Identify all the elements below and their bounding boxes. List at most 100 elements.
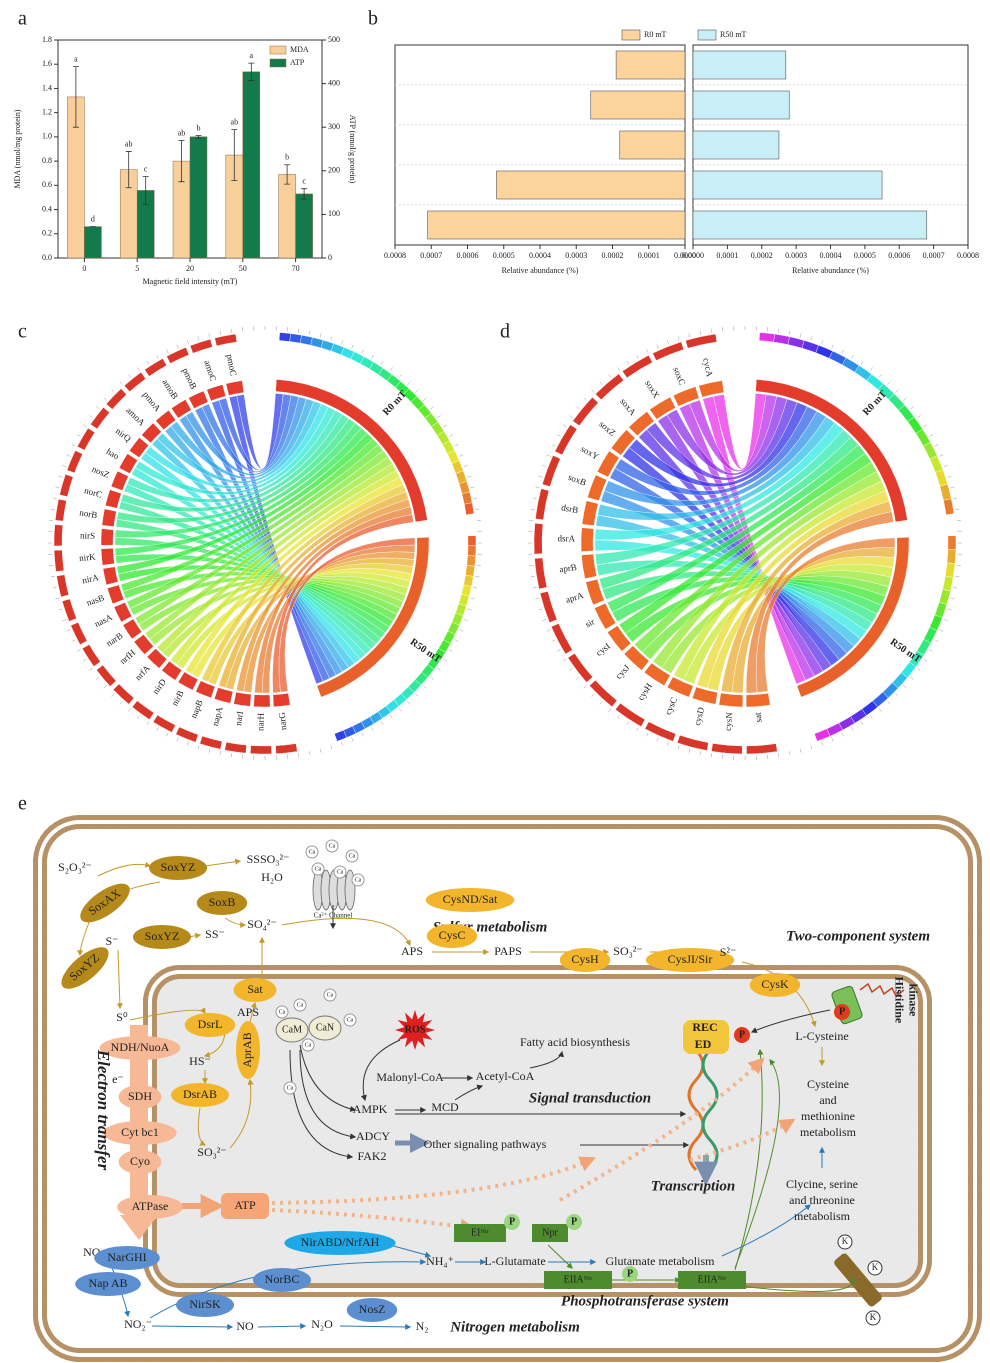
enzyme	[425, 888, 515, 912]
scale-tick	[821, 741, 823, 746]
bar	[427, 210, 686, 240]
scale-tick	[230, 328, 232, 333]
gene-label: sir	[584, 616, 597, 629]
scale-tick	[330, 745, 333, 750]
gene-label: amoA	[124, 405, 147, 428]
gene-arc	[623, 645, 650, 671]
outer-segment	[929, 455, 944, 473]
scale-tick	[903, 685, 907, 689]
y2-tick-label: 500	[328, 35, 340, 44]
outer-segment	[455, 603, 467, 616]
pathway-label: PAPS	[494, 944, 522, 958]
gene-label: cysN	[723, 711, 735, 731]
pathway-label: Ca	[315, 866, 322, 872]
pathway-label: Nitrogen metabolism	[449, 1319, 580, 1335]
gene-label: aprA	[564, 590, 585, 605]
outer-segment	[685, 333, 717, 349]
pathway-label: H₂O	[261, 870, 283, 884]
gene-arc	[118, 453, 138, 474]
bar	[619, 130, 686, 160]
error-bar	[195, 135, 202, 139]
scale-tick	[351, 737, 354, 742]
pathway-label: N₂	[416, 1319, 429, 1333]
pathway-label: SSSO₃²⁻	[247, 852, 290, 866]
outer-segment	[676, 734, 709, 751]
pathway-label: Two-component system	[786, 928, 930, 944]
chord-ribbon	[755, 537, 896, 693]
calcium-ion	[325, 839, 339, 853]
chord-ribbon	[201, 395, 299, 473]
scale-tick	[176, 344, 179, 349]
pathway-label: P	[571, 1216, 577, 1227]
legend-label: ATP	[290, 58, 305, 67]
scale-tick	[58, 608, 63, 611]
calcium-protein	[275, 1017, 309, 1043]
chord-ribbon	[156, 463, 397, 653]
dna-strand	[701, 1048, 719, 1172]
gene-label: narB	[104, 630, 124, 648]
x-tick-label: 0.0008	[957, 251, 979, 260]
scale-tick	[576, 406, 580, 410]
scale-tick	[778, 753, 780, 758]
scale-tick	[103, 397, 107, 401]
pathway-label: Ca	[309, 849, 316, 855]
scale-tick	[929, 649, 934, 652]
pathway-label: Phosphotransferase system	[561, 1293, 729, 1309]
pathway-label: Transcription	[651, 1178, 735, 1194]
outer-segment	[542, 455, 561, 487]
enzyme	[149, 856, 207, 880]
scale-tick	[459, 629, 464, 632]
pathway-label: EIIAᴺᵗʳ	[698, 1274, 728, 1285]
outer-segment	[652, 341, 684, 361]
scale-tick	[341, 741, 343, 746]
y-tick-label: 1.6	[42, 59, 52, 68]
gene-label: nrfH	[118, 647, 138, 666]
scale-tick	[76, 434, 81, 437]
scale-tick	[89, 667, 93, 671]
pathway-label: NarGHI	[107, 1250, 146, 1264]
scale-tick	[62, 465, 67, 467]
outer-segment	[408, 679, 422, 693]
outer-segment	[644, 721, 677, 742]
pathway-label: Npr	[542, 1227, 558, 1238]
arrow	[77, 919, 91, 957]
outer-segment	[369, 711, 383, 724]
outer-segment	[451, 612, 464, 626]
scale-tick	[646, 732, 649, 737]
outer-segment	[385, 699, 400, 713]
pathway-label: Ca	[337, 869, 344, 875]
scale-tick	[929, 434, 934, 437]
scale-tick	[467, 475, 472, 478]
pathway-label: Cyo	[130, 1154, 150, 1168]
chord-ribbon	[126, 410, 343, 503]
pathway-label: NDH/NuoA	[111, 1040, 170, 1054]
scale-tick	[699, 751, 701, 756]
pathway-label: CysND/Sat	[443, 892, 498, 906]
scale-tick	[947, 475, 952, 478]
scale-tick	[778, 328, 780, 333]
scale-tick	[656, 344, 659, 349]
scale-tick	[599, 701, 603, 705]
pathway-label: EIIAᴺᵗʳ	[564, 1274, 594, 1285]
significance-letter: d	[91, 214, 95, 223]
pathway-label: NosZ	[359, 1302, 386, 1316]
scale-tick	[869, 367, 873, 371]
scale-tick	[475, 508, 480, 510]
gene-arc	[666, 676, 694, 698]
significance-letter: ab	[125, 139, 133, 148]
pathway-label: CaN	[316, 1022, 334, 1033]
pathway-label: Ca	[347, 1017, 354, 1023]
chord-ribbon	[218, 393, 292, 471]
scale-tick	[398, 708, 402, 712]
pathway-label: AMPK	[353, 1102, 388, 1116]
gene-label: sat	[753, 712, 764, 723]
pathway-label: Acetyl-CoA	[476, 1069, 535, 1083]
outer-segment	[105, 388, 127, 410]
outer-segment	[934, 601, 948, 618]
outer-segment	[850, 708, 867, 724]
scale-tick	[298, 753, 300, 758]
scale-tick	[52, 497, 57, 499]
scale-tick	[197, 745, 200, 750]
arrow	[739, 1276, 857, 1292]
gene-arc	[122, 618, 142, 640]
